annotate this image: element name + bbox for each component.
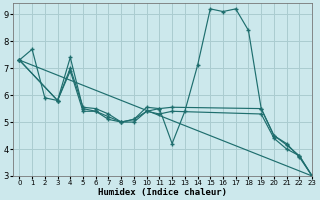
X-axis label: Humidex (Indice chaleur): Humidex (Indice chaleur)	[98, 188, 227, 197]
